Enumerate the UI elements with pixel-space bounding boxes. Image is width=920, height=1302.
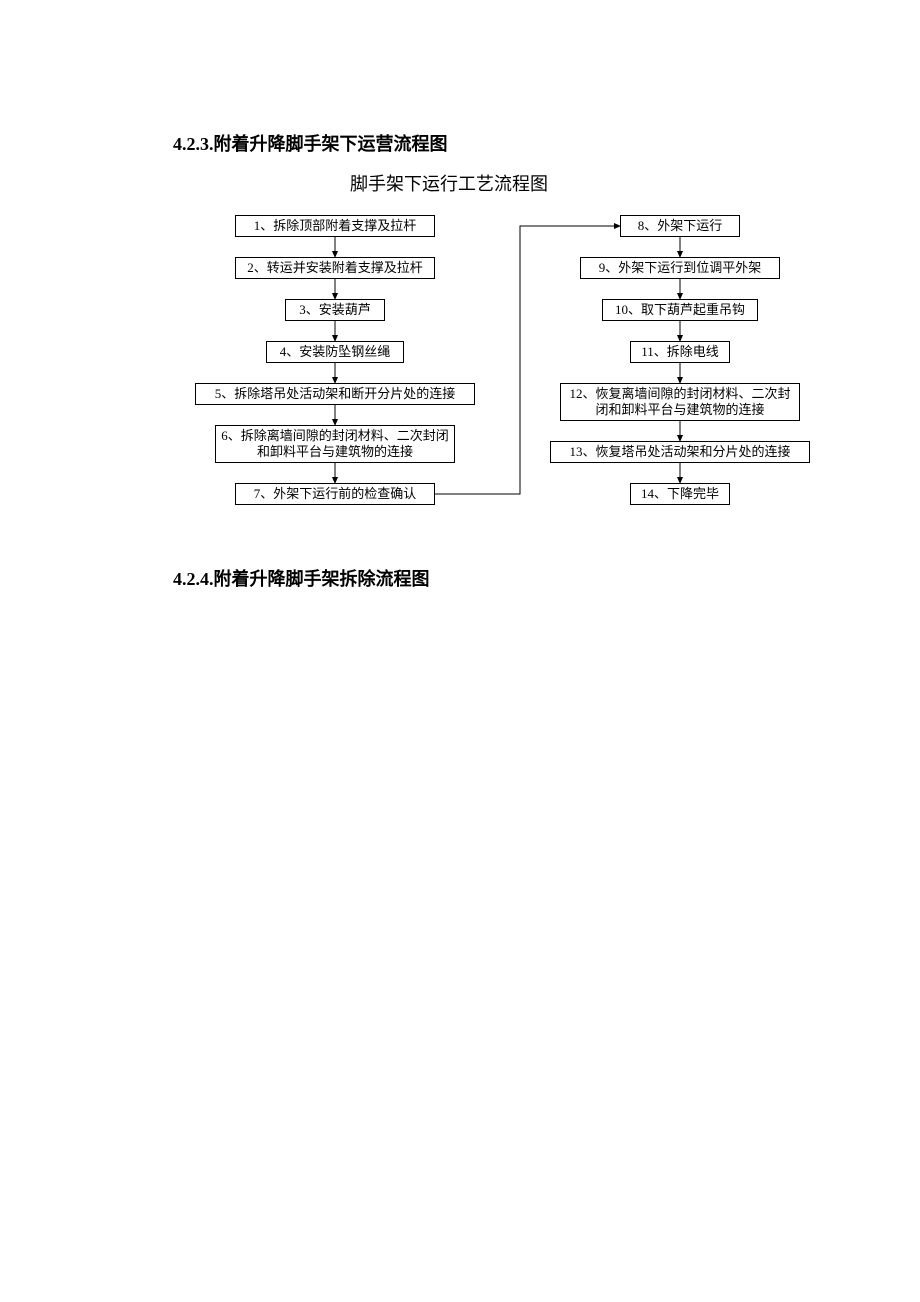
flowchart-node-n4: 4、安装防坠钢丝绳 [266,341,404,363]
flowchart-node-n9: 9、外架下运行到位调平外架 [580,257,780,279]
flowchart-node-n10: 10、取下葫芦起重吊钩 [602,299,758,321]
flowchart-node-n12: 12、恢复离墙间隙的封闭材料、二次封闭和卸料平台与建筑物的连接 [560,383,800,421]
flowchart-node-n6: 6、拆除离墙间隙的封闭材料、二次封闭和卸料平台与建筑物的连接 [215,425,455,463]
section-heading-424: 4.2.4.附着升降脚手架拆除流程图 [173,565,430,591]
flowchart-title: 脚手架下运行工艺流程图 [350,170,548,196]
flowchart-container: 1、拆除顶部附着支撑及拉杆 2、转运并安装附着支撑及拉杆 3、安装葫芦 4、安装防坠钢… [180,205,840,545]
flowchart-node-n5: 5、拆除塔吊处活动架和断开分片处的连接 [195,383,475,405]
flowchart-node-n2: 2、转运并安装附着支撑及拉杆 [235,257,435,279]
flowchart-node-n3: 3、安装葫芦 [285,299,385,321]
flowchart-node-n14: 14、下降完毕 [630,483,730,505]
flowchart-node-n8: 8、外架下运行 [620,215,740,237]
flowchart-node-n13: 13、恢复塔吊处活动架和分片处的连接 [550,441,810,463]
flowchart-node-n7: 7、外架下运行前的检查确认 [235,483,435,505]
section-heading-423: 4.2.3.附着升降脚手架下运营流程图 [173,130,448,156]
flowchart-node-n1: 1、拆除顶部附着支撑及拉杆 [235,215,435,237]
flowchart-node-n11: 11、拆除电线 [630,341,730,363]
